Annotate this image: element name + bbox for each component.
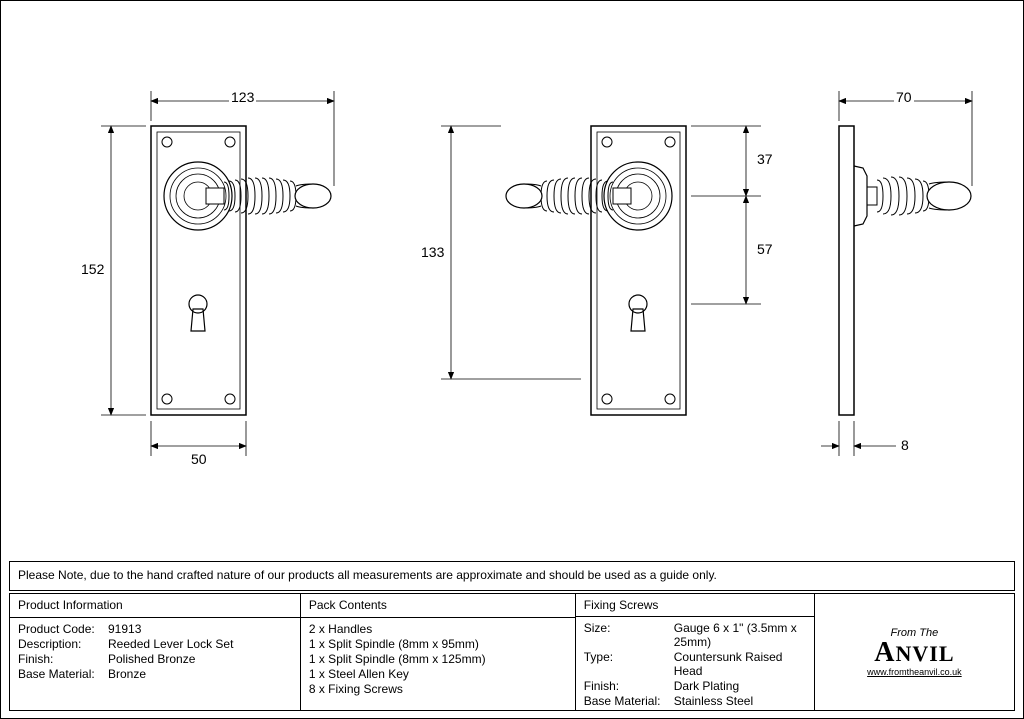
info-table: Product Information Product Code:91913 D… — [9, 593, 1015, 711]
kv-val: Stainless Steel — [674, 694, 806, 708]
col-header-product: Product Information — [10, 594, 300, 618]
dim-50: 50 — [189, 451, 209, 467]
list-item: 1 x Split Spindle (8mm x 125mm) — [309, 652, 567, 666]
table-row: Finish:Dark Plating — [584, 679, 806, 693]
col-fixing-screws: Fixing Screws Size:Gauge 6 x 1" (3.5mm x… — [576, 594, 815, 710]
dim-123: 123 — [229, 89, 256, 105]
kv-val: Reeded Lever Lock Set — [108, 637, 292, 651]
table-row: Size:Gauge 6 x 1" (3.5mm x 25mm) — [584, 621, 806, 649]
list-item: 8 x Fixing Screws — [309, 682, 567, 696]
table-row: Product Code:91913 — [18, 622, 292, 636]
kv-key: Finish: — [584, 679, 674, 693]
table-row: Base Material:Stainless Steel — [584, 694, 806, 708]
dim-8: 8 — [899, 437, 911, 453]
col-header-pack: Pack Contents — [301, 594, 575, 618]
logo-main: ANVIL — [874, 637, 954, 669]
table-row: Base Material:Bronze — [18, 667, 292, 681]
col-logo: From The ANVIL www.fromtheanvil.co.uk — [815, 594, 1014, 710]
kv-key: Size: — [584, 621, 674, 649]
kv-val: Gauge 6 x 1" (3.5mm x 25mm) — [674, 621, 806, 649]
kv-val: Dark Plating — [674, 679, 806, 693]
note-row: Please Note, due to the hand crafted nat… — [9, 561, 1015, 591]
dim-152: 152 — [79, 261, 106, 277]
logo-url: www.fromtheanvil.co.uk — [867, 667, 962, 677]
kv-val: Polished Bronze — [108, 652, 292, 666]
kv-key: Base Material: — [584, 694, 674, 708]
kv-key: Description: — [18, 637, 108, 651]
table-row: Type:Countersunk Raised Head — [584, 650, 806, 678]
page: 123 152 50 133 37 57 70 8 Please Note, d… — [0, 0, 1024, 719]
dim-57: 57 — [755, 241, 775, 257]
kv-key: Type: — [584, 650, 674, 678]
kv-key: Finish: — [18, 652, 108, 666]
kv-key: Product Code: — [18, 622, 108, 636]
kv-val: Countersunk Raised Head — [674, 650, 806, 678]
dim-37: 37 — [755, 151, 775, 167]
col-pack-contents: Pack Contents 2 x Handles 1 x Split Spin… — [301, 594, 576, 710]
list-item: 1 x Steel Allen Key — [309, 667, 567, 681]
list-item: 2 x Handles — [309, 622, 567, 636]
note-text: Please Note, due to the hand crafted nat… — [18, 568, 717, 582]
dim-70: 70 — [894, 89, 914, 105]
table-row: Description:Reeded Lever Lock Set — [18, 637, 292, 651]
kv-key: Base Material: — [18, 667, 108, 681]
kv-val: 91913 — [108, 622, 292, 636]
dim-133: 133 — [419, 244, 446, 260]
kv-val: Bronze — [108, 667, 292, 681]
technical-drawing: 123 152 50 133 37 57 70 8 — [1, 1, 1024, 561]
table-row: Finish:Polished Bronze — [18, 652, 292, 666]
col-product-info: Product Information Product Code:91913 D… — [10, 594, 301, 710]
list-item: 1 x Split Spindle (8mm x 95mm) — [309, 637, 567, 651]
col-header-screws: Fixing Screws — [576, 594, 814, 617]
